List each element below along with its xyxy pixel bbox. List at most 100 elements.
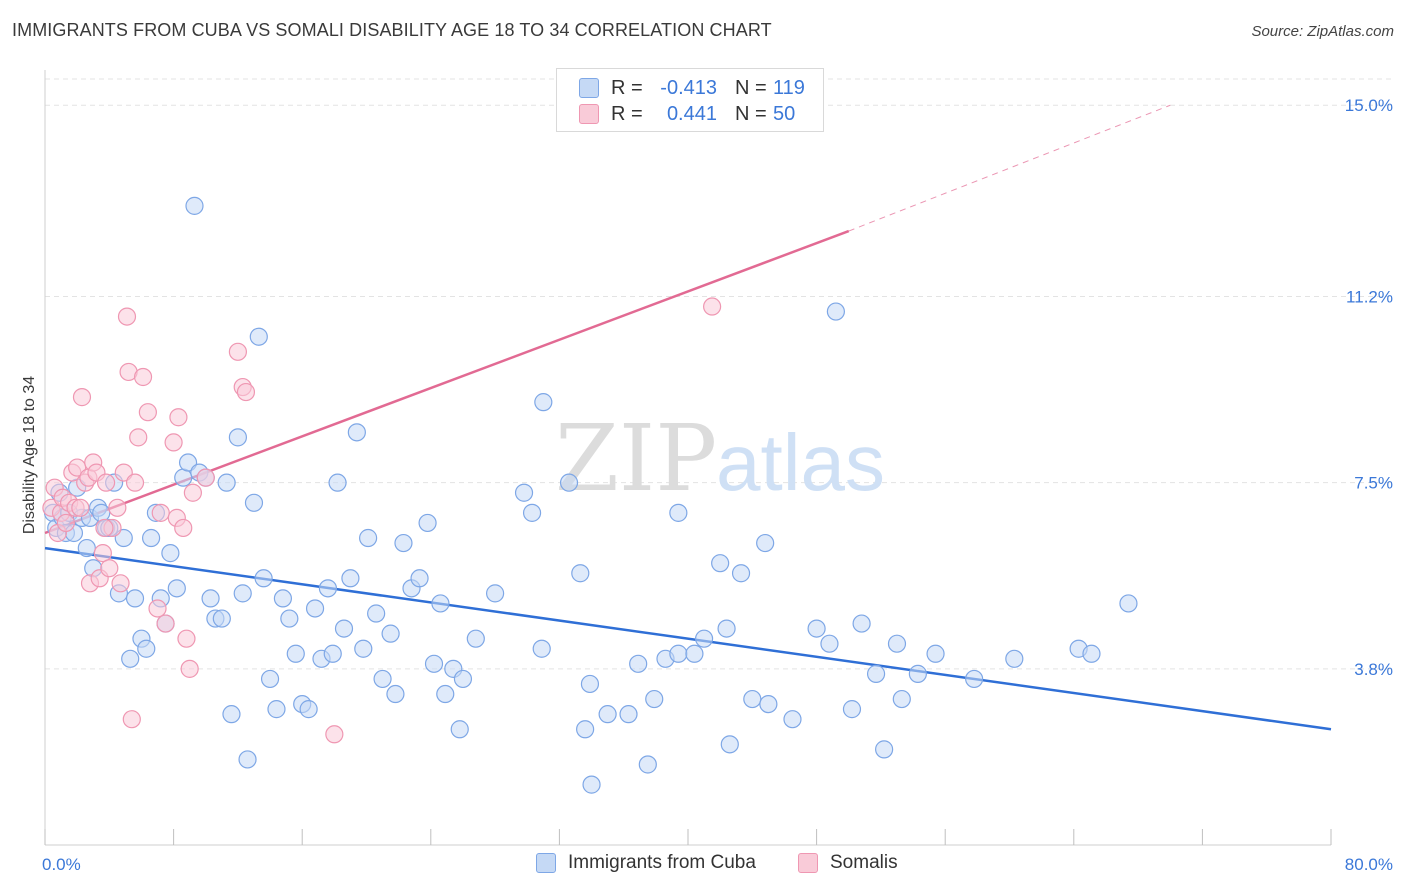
- cuba-point: [669, 644, 688, 663]
- cuba-point: [1082, 644, 1101, 663]
- somali-point: [133, 367, 153, 387]
- cuba-point: [731, 564, 751, 583]
- cuba-point: [174, 468, 193, 487]
- cuba-point: [228, 428, 247, 447]
- x-tick-label: 80.0%: [1345, 855, 1393, 874]
- legend-r-value: 0.441: [666, 102, 717, 125]
- cuba-point: [121, 649, 140, 668]
- somali-point: [95, 518, 114, 538]
- cuba-point: [424, 654, 444, 673]
- cuba-point: [244, 493, 264, 512]
- cuba-point: [453, 669, 473, 689]
- cuba-point: [341, 569, 360, 588]
- somali-point: [177, 629, 196, 648]
- cuba-point: [125, 589, 145, 608]
- cuba-point: [1005, 649, 1024, 668]
- somali-point: [156, 614, 175, 633]
- y-tick-label: 7.5%: [1354, 474, 1393, 493]
- cuba-point: [260, 669, 280, 689]
- cuba-point: [347, 423, 366, 442]
- cuba-point: [743, 689, 762, 709]
- somali-point: [71, 498, 90, 517]
- point-layer: [42, 96, 1138, 794]
- cuba-point: [161, 544, 180, 563]
- cuba-point: [323, 644, 342, 663]
- cuba-point: [926, 644, 945, 663]
- cuba-point: [580, 674, 600, 694]
- cuba-point: [783, 710, 802, 729]
- cuba-point: [466, 629, 485, 648]
- cuba-point: [114, 528, 133, 548]
- cuba-point: [826, 302, 845, 321]
- cuba-point: [233, 584, 252, 603]
- cuba-point: [756, 533, 775, 553]
- legend-n-value: 50: [773, 102, 796, 125]
- cuba-point: [249, 327, 268, 346]
- cuba-point: [486, 584, 505, 603]
- somali-point: [148, 599, 167, 618]
- cuba-point: [669, 503, 688, 522]
- cuba-point: [717, 619, 736, 638]
- cuba-point: [619, 705, 638, 724]
- legend-r-label: R =: [611, 76, 643, 99]
- chart-title: IMMIGRANTS FROM CUBA VS SOMALI DISABILIT…: [12, 20, 772, 40]
- cuba-point: [299, 700, 318, 719]
- y-tick-label: 15.0%: [1345, 96, 1393, 115]
- legend-n-label: N =: [735, 102, 767, 125]
- series-swatch-pink: [798, 853, 818, 873]
- somali-point: [96, 473, 116, 492]
- cuba-point: [201, 589, 220, 608]
- cuba-point: [638, 755, 657, 774]
- cuba-point: [305, 599, 325, 618]
- legend-n-value: 119: [773, 76, 805, 99]
- cuba-point: [381, 624, 400, 643]
- watermark-atlas: atlas: [716, 418, 885, 507]
- somali-trend-extension: [848, 104, 1171, 232]
- cuba-point: [532, 639, 551, 658]
- series-legend-label: Immigrants from Cuba: [568, 852, 756, 873]
- somali-point: [703, 297, 722, 316]
- cuba-point: [334, 619, 354, 638]
- cuba-point: [273, 589, 293, 608]
- cuba-point: [373, 669, 392, 689]
- legend-r-value: -0.413: [660, 76, 717, 99]
- somali-point: [196, 468, 215, 487]
- somali-point: [114, 463, 133, 482]
- cuba-trend-line: [44, 546, 1332, 731]
- cuba-point: [807, 619, 826, 638]
- cuba-point: [254, 569, 273, 588]
- somali-point: [183, 483, 202, 502]
- legend-swatch-pink: [579, 104, 599, 124]
- cuba-point: [820, 634, 839, 653]
- cuba-point: [367, 604, 386, 623]
- cuba-point: [965, 669, 984, 689]
- somali-point: [72, 388, 92, 407]
- cuba-point: [217, 473, 236, 492]
- cuba-point: [852, 614, 871, 633]
- somali-point: [108, 498, 127, 517]
- y-tick-label: 11.2%: [1346, 287, 1393, 306]
- cuba-point: [137, 639, 156, 658]
- cuba-point: [178, 453, 198, 472]
- cuba-point: [267, 700, 286, 719]
- cuba-point: [685, 644, 704, 663]
- cuba-point: [534, 393, 553, 412]
- cuba-point: [571, 564, 590, 583]
- somali-point: [228, 342, 247, 361]
- cuba-point: [436, 684, 455, 704]
- somali-point: [117, 307, 137, 326]
- cuba-point: [359, 528, 378, 548]
- somali-point: [56, 513, 75, 533]
- cuba-point: [328, 473, 347, 492]
- series-legend-somalis: Somalis: [798, 852, 898, 874]
- somali-point: [174, 518, 193, 538]
- cuba-point: [694, 629, 714, 648]
- cuba-point: [354, 639, 373, 658]
- cuba-point: [645, 689, 664, 709]
- series-legend-label: Somalis: [830, 852, 898, 873]
- series-legend: Immigrants from Cuba Somalis: [0, 852, 1406, 878]
- legend-r-label: R =: [611, 102, 643, 125]
- cuba-point: [559, 473, 579, 492]
- cuba-point: [410, 569, 429, 588]
- cuba-point: [582, 775, 601, 794]
